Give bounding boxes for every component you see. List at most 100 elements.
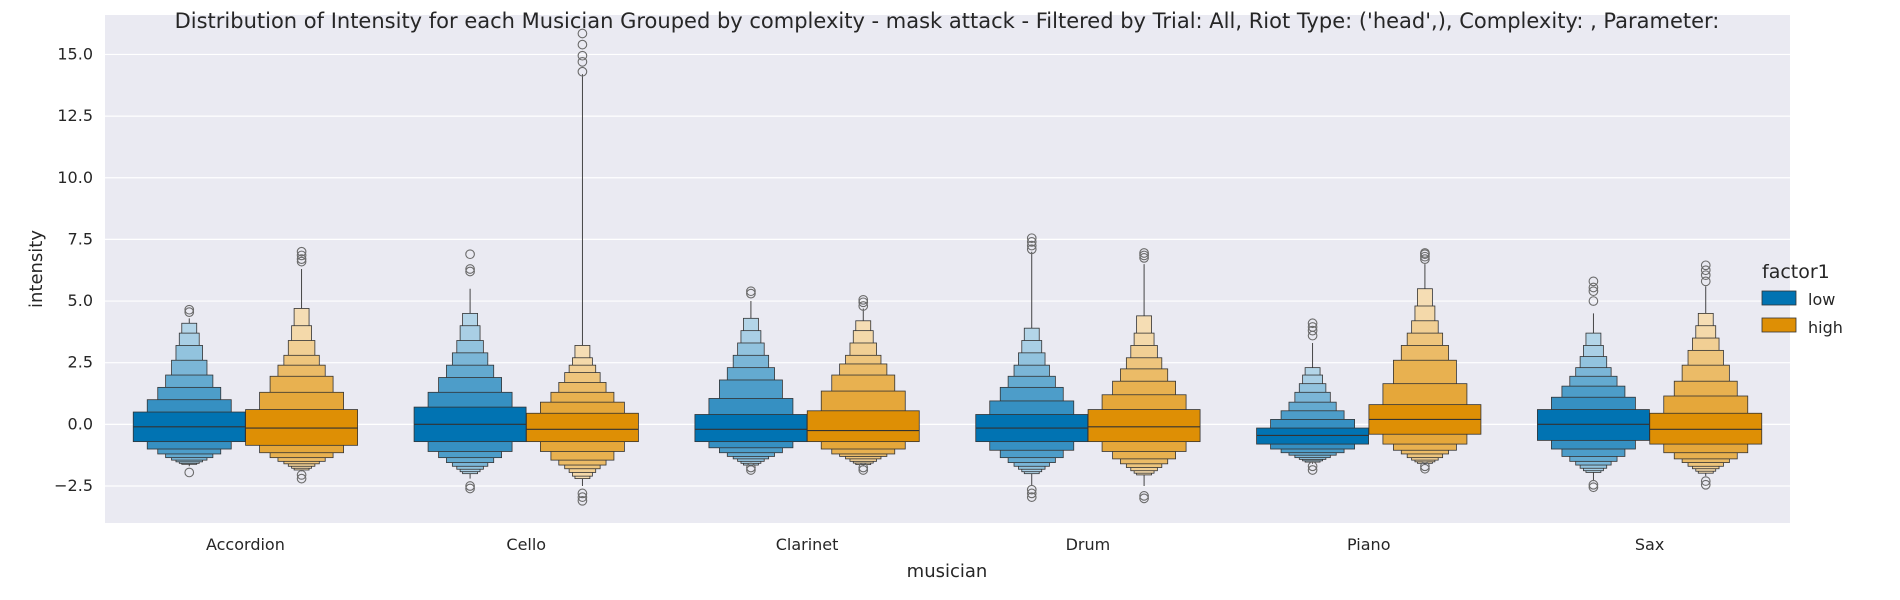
- outlier-point: [1307, 318, 1318, 329]
- outlier-point: [1026, 488, 1037, 499]
- y-tick-label: 12.5: [57, 106, 93, 125]
- boxen-group-low: [413, 249, 527, 494]
- boxen-group-high: [1368, 248, 1482, 474]
- outlier-point: [1139, 253, 1149, 263]
- legend-swatch-low: [1761, 290, 1797, 306]
- outlier-point: [465, 481, 475, 491]
- outlier-point: [858, 465, 869, 475]
- legend: factor1 low high: [1761, 261, 1843, 337]
- boxen-level: [1256, 427, 1369, 445]
- outlier-point: [746, 465, 756, 475]
- y-tick-label: 0.0: [68, 414, 93, 433]
- axis-ticks: −2.5 0.0 2.5 5.0 7.5 10.0 12.5 15.0 Accordion Cel…: [54, 44, 1664, 554]
- outlier-point: [1700, 265, 1711, 276]
- legend-title: factor1: [1762, 261, 1830, 283]
- outlier-point: [1700, 479, 1711, 490]
- outlier-point: [1139, 493, 1149, 504]
- x-tick-label: Accordion: [206, 535, 285, 554]
- outlier-point: [1588, 296, 1599, 306]
- outlier-point: [1026, 492, 1037, 502]
- outlier-point: [1588, 282, 1599, 293]
- outlier-point: [184, 307, 195, 318]
- outlier-point: [1420, 461, 1430, 472]
- outlier-point: [1026, 244, 1037, 255]
- y-axis-title: intensity: [26, 230, 47, 308]
- outlier-point: [1420, 248, 1430, 258]
- outlier-point: [577, 28, 588, 39]
- outlier-point: [1588, 286, 1599, 297]
- outlier-point: [858, 301, 869, 311]
- y-tick-label: 10.0: [57, 168, 93, 187]
- outlier-point: [1588, 482, 1599, 493]
- x-axis-title: musician: [907, 561, 988, 582]
- outlier-point: [1420, 463, 1430, 474]
- outlier-point: [1420, 251, 1430, 262]
- outlier-point: [746, 288, 756, 299]
- y-tick-label: 15.0: [57, 44, 93, 63]
- outlier-point: [577, 57, 588, 67]
- legend-label-high: high: [1808, 318, 1843, 337]
- boxen-level: [1537, 409, 1650, 441]
- outlier-point: [1026, 484, 1037, 495]
- y-tick-label: 5.0: [68, 291, 93, 310]
- outlier-point: [296, 256, 307, 267]
- boxen-group-high: [1649, 260, 1763, 490]
- outlier-point: [746, 462, 756, 473]
- boxen-group-low: [1537, 276, 1650, 493]
- outlier-point: [1026, 237, 1037, 247]
- boxen-groups: [132, 28, 1763, 506]
- grid-lines: [105, 53, 1790, 487]
- outlier-point: [1139, 491, 1149, 501]
- outlier-point: [296, 473, 307, 484]
- boxen-group-high: [526, 28, 639, 506]
- plot-background: [105, 15, 1790, 523]
- outlier-point: [465, 264, 475, 274]
- outlier-point: [465, 266, 475, 277]
- outlier-point: [1700, 276, 1711, 287]
- outlier-point: [465, 249, 475, 260]
- outlier-point: [1307, 325, 1318, 336]
- outlier-point: [1420, 254, 1430, 264]
- boxen-group-low: [975, 233, 1089, 502]
- boxen-group-high: [245, 246, 358, 484]
- outlier-point: [1700, 476, 1711, 486]
- x-tick-label: Cello: [506, 535, 546, 554]
- boxen-level: [245, 409, 358, 446]
- y-tick-label: 2.5: [68, 353, 93, 372]
- outlier-point: [858, 462, 869, 473]
- boxen-level: [806, 410, 920, 443]
- outlier-point: [1307, 465, 1318, 475]
- outlier-point: [1307, 461, 1318, 472]
- outlier-point: [577, 488, 588, 499]
- y-tick-label: 7.5: [68, 229, 93, 248]
- legend-swatch-high: [1761, 317, 1797, 333]
- outlier-point: [1588, 479, 1599, 490]
- boxen-level: [694, 414, 808, 443]
- outlier-point: [1139, 250, 1149, 261]
- outlier-point: [184, 467, 195, 478]
- outlier-point: [296, 470, 307, 480]
- outlier-point: [577, 39, 588, 50]
- outlier-point: [858, 297, 869, 308]
- x-tick-label: Sax: [1635, 535, 1664, 554]
- outlier-point: [746, 286, 756, 297]
- boxen-level: [526, 412, 639, 443]
- boxen-group-high: [806, 294, 920, 475]
- outlier-point: [577, 66, 588, 77]
- boxen-level: [1649, 412, 1763, 445]
- y-tick-label: −2.5: [54, 476, 93, 495]
- outlier-point: [184, 304, 195, 315]
- outlier-point: [1700, 260, 1711, 271]
- x-tick-label: Drum: [1066, 535, 1111, 554]
- outlier-point: [1307, 322, 1318, 332]
- boxen-level: [1087, 409, 1201, 443]
- outlier-point: [1700, 270, 1711, 281]
- outlier-point: [1026, 240, 1037, 251]
- x-tick-label: Piano: [1347, 535, 1390, 554]
- outlier-point: [577, 50, 588, 61]
- outlier-point: [577, 492, 588, 502]
- boxen-group-low: [694, 286, 808, 475]
- chart-title: Distribution of Intensity for each Music…: [175, 9, 1720, 33]
- boxen-group-low: [132, 304, 246, 478]
